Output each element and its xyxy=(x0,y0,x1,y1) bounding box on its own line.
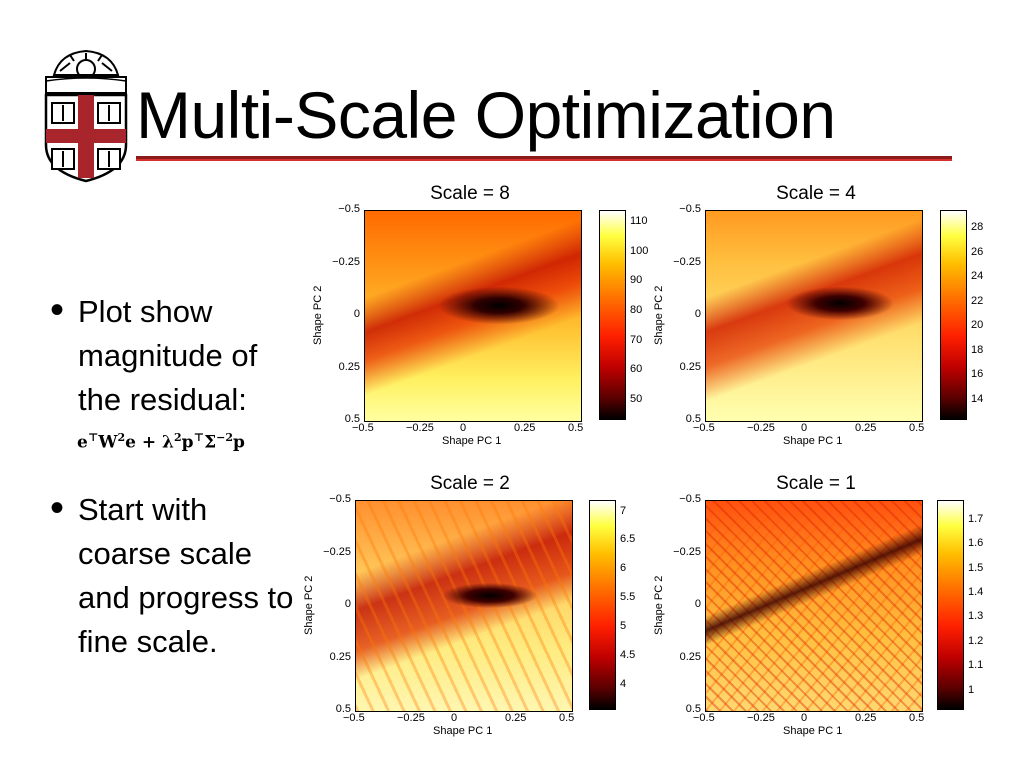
y-axis-label: Shape PC 2 xyxy=(303,575,315,635)
y-tick-label: 0 xyxy=(694,308,701,320)
colorbar-tick-label: 4 xyxy=(620,677,627,690)
x-tick-label: 0 xyxy=(801,422,808,434)
x-tick-label: −0.25 xyxy=(397,712,425,724)
y-tick-label: 0 xyxy=(344,598,351,610)
colorbar-tick-label: 1.1 xyxy=(968,659,984,672)
colorbar-tick-label: 16 xyxy=(971,368,984,381)
colorbar xyxy=(599,210,626,420)
heatmap-scale-4 xyxy=(705,210,923,422)
y-tick-label: 0.5 xyxy=(685,703,701,715)
colorbar-tick-label: 70 xyxy=(630,333,643,346)
x-tick-label: 0 xyxy=(801,712,808,724)
x-tick-label: 0.5 xyxy=(909,422,925,434)
x-tick-label: −0.25 xyxy=(747,712,775,724)
y-axis-label: Shape PC 2 xyxy=(653,285,665,345)
bullet-dot-icon: • xyxy=(50,486,65,530)
colorbar-tick-label: 110 xyxy=(630,214,648,227)
x-tick-label: −0.5 xyxy=(693,422,715,434)
y-tick-label: −0.25 xyxy=(332,255,360,268)
colorbar-tick-label: 20 xyxy=(971,319,984,332)
colorbar-tick-label: 1.4 xyxy=(968,585,984,598)
colorbar-tick-label: 60 xyxy=(630,363,643,376)
x-axis-label: Shape PC 1 xyxy=(433,725,493,737)
colorbar xyxy=(937,500,964,710)
plot-title: Scale = 2 xyxy=(430,473,510,494)
x-tick-label: 0 xyxy=(460,422,467,434)
x-tick-label: 0.25 xyxy=(505,712,527,724)
colorbar-tick-label: 1 xyxy=(968,683,975,696)
bullet-text: Start with coarse scale and progress to … xyxy=(78,492,294,659)
colorbar-tick-label: 24 xyxy=(971,270,984,283)
colorbar-tick-label: 14 xyxy=(971,392,984,405)
x-tick-label: −0.5 xyxy=(343,712,365,724)
x-tick-label: −0.25 xyxy=(406,422,434,434)
y-tick-label: 0 xyxy=(694,598,701,610)
plot-title: Scale = 1 xyxy=(776,473,856,494)
colorbar-tick-label: 4.5 xyxy=(620,649,636,661)
colorbar-tick-label: 7 xyxy=(620,504,627,517)
y-tick-label: 0.25 xyxy=(679,360,701,373)
heatmap-scale-1 xyxy=(705,500,923,712)
y-tick-label: −0.5 xyxy=(329,493,351,505)
x-tick-label: 0.5 xyxy=(909,712,925,724)
colorbar-tick-label: 50 xyxy=(630,393,643,406)
colorbar-tick-label: 1.6 xyxy=(968,537,984,550)
y-axis-label: Shape PC 2 xyxy=(312,285,324,345)
heatmap-scale-8 xyxy=(364,210,582,422)
x-tick-label: 0.5 xyxy=(559,712,575,724)
y-tick-label: −0.5 xyxy=(679,493,701,505)
x-tick-label: −0.5 xyxy=(352,422,374,434)
colorbar-tick-label: 6 xyxy=(620,562,627,575)
colorbar-tick-label: 18 xyxy=(971,343,984,356)
y-tick-label: −0.5 xyxy=(679,203,701,215)
y-tick-label: 0.25 xyxy=(338,360,360,373)
y-tick-label: 0 xyxy=(353,308,360,320)
y-axis-label: Shape PC 2 xyxy=(653,575,665,635)
x-tick-label: −0.5 xyxy=(693,712,715,724)
y-tick-label: 0.25 xyxy=(679,650,701,663)
heatmap-scale-2 xyxy=(355,500,573,712)
x-axis-label: Shape PC 1 xyxy=(783,725,843,737)
title-divider-accent xyxy=(136,159,952,161)
x-tick-label: 0 xyxy=(451,712,458,724)
y-tick-label: 0.25 xyxy=(329,650,351,663)
colorbar-tick-label: 26 xyxy=(971,245,984,258)
x-tick-label: 0.25 xyxy=(855,712,877,724)
colorbar-tick-label: 1.3 xyxy=(968,610,984,623)
x-axis-label: Shape PC 1 xyxy=(442,435,502,447)
bullet-dot-icon: • xyxy=(50,288,65,332)
plot-title: Scale = 4 xyxy=(776,183,856,204)
colorbar-tick-label: 1.5 xyxy=(968,561,984,574)
residual-formula: e⊤W2e + λ2p⊤Σ−2p xyxy=(77,431,245,453)
colorbar-tick-label: 90 xyxy=(630,274,643,287)
colorbar-tick-label: 100 xyxy=(630,244,649,257)
y-tick-label: −0.25 xyxy=(673,255,701,268)
x-tick-label: 0.25 xyxy=(855,422,877,434)
x-tick-label: 0.25 xyxy=(514,422,536,434)
colorbar-tick-label: 5 xyxy=(620,620,627,633)
bullet-text: Plot show magnitude of the residual: xyxy=(78,294,258,417)
colorbar xyxy=(940,210,967,420)
plot-title: Scale = 8 xyxy=(430,183,510,204)
y-tick-label: −0.5 xyxy=(338,203,360,215)
colorbar-tick-label: 80 xyxy=(630,304,643,317)
y-tick-label: 0.5 xyxy=(685,413,701,425)
y-tick-label: 0.5 xyxy=(344,413,360,425)
colorbar-tick-label: 1.7 xyxy=(968,512,984,525)
x-tick-label: 0.5 xyxy=(568,422,584,434)
title-divider xyxy=(136,156,952,159)
colorbar-tick-label: 22 xyxy=(971,294,984,307)
colorbar xyxy=(589,500,616,710)
y-tick-label: −0.25 xyxy=(673,545,701,558)
colorbar-tick-label: 6.5 xyxy=(620,533,636,546)
x-axis-label: Shape PC 1 xyxy=(783,435,843,447)
x-tick-label: −0.25 xyxy=(747,422,775,434)
y-tick-label: 0.5 xyxy=(335,703,351,715)
colorbar-tick-label: 28 xyxy=(971,221,984,234)
page-title: Multi-Scale Optimization xyxy=(136,78,836,152)
university-crest-logo xyxy=(44,49,128,183)
colorbar-tick-label: 1.2 xyxy=(968,634,984,647)
colorbar-tick-label: 5.5 xyxy=(620,591,636,604)
y-tick-label: −0.25 xyxy=(323,545,351,558)
